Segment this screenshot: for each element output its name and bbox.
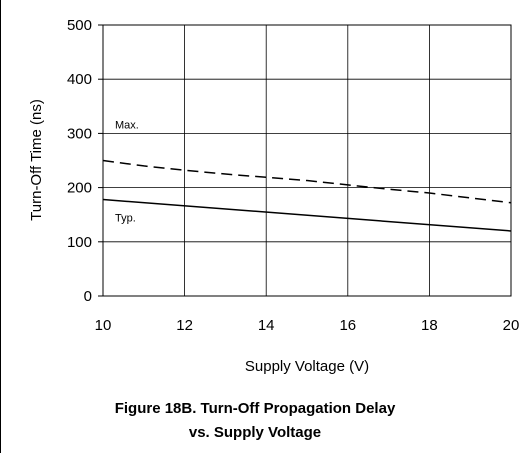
series: Max. Typ. — [102, 120, 512, 232]
x-tick-label: 10 — [95, 317, 112, 334]
series-label: Typ. — [115, 213, 136, 225]
y-tick-label: 500 — [67, 17, 92, 34]
plot-frame — [102, 24, 512, 297]
figure-caption-line2: vs. Supply Voltage — [188, 424, 322, 441]
x-tick-label: 14 — [258, 317, 275, 334]
y-tick-label: 400 — [67, 71, 92, 88]
y-tick-label: 100 — [67, 234, 92, 251]
left-border — [0, 0, 1, 453]
series-line-max — [102, 159, 512, 204]
y-tick-label: 200 — [67, 180, 92, 197]
x-tick-label: 16 — [339, 317, 356, 334]
figure-caption-line1: Figure 18B. Turn-Off Propagation Delay — [114, 400, 396, 417]
x-tick-label: 18 — [421, 317, 438, 334]
series-line-typ — [102, 198, 512, 232]
y-tick-label: 300 — [67, 125, 92, 142]
x-axis-label: Supply Voltage (V) — [245, 358, 369, 375]
series-label: Max. — [115, 120, 139, 132]
y-tick-label: 0 — [84, 288, 92, 305]
x-tick-label: 12 — [176, 317, 193, 334]
y-axis-label: Turn-Off Time (ns) — [28, 99, 45, 221]
x-tick-label: 20 — [503, 317, 520, 334]
grid — [98, 24, 512, 297]
